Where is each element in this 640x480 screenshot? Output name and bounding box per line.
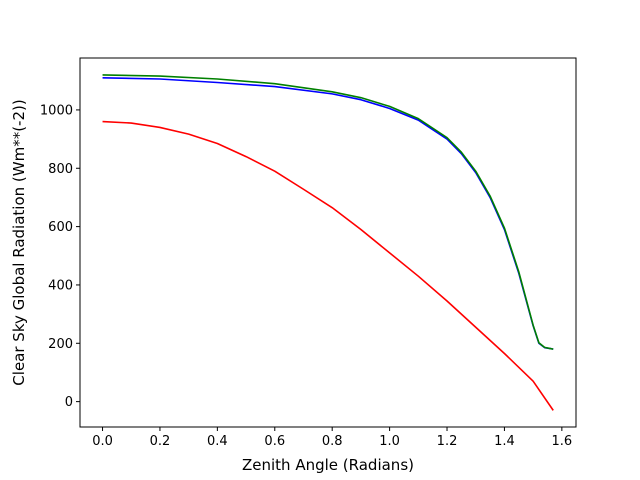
y-axis: 0 200 400 600 800 1000 — [40, 103, 80, 410]
series-line-3 — [102, 74, 554, 350]
x-tick-label: 1.6 — [552, 434, 573, 449]
x-tick-label: 0.0 — [92, 434, 113, 449]
x-tick-label: 0.4 — [207, 434, 228, 449]
x-tick-label: 1.0 — [379, 434, 400, 449]
y-axis-title: Clear Sky Global Radiation (Wm**(-2)) — [10, 99, 28, 385]
y-tick-label: 600 — [48, 220, 73, 235]
y-tick-label: 400 — [48, 278, 73, 293]
y-tick-label: 1000 — [40, 103, 73, 118]
x-tick-label: 1.2 — [437, 434, 458, 449]
y-tick-label: 0 — [65, 395, 73, 410]
x-tick-label: 1.4 — [494, 434, 515, 449]
series-line-1 — [102, 120, 554, 411]
x-axis-title: Zenith Angle (Radians) — [242, 456, 414, 474]
y-tick-label: 800 — [48, 162, 73, 177]
x-tick-label: 0.8 — [322, 434, 343, 449]
x-tick-label: 0.2 — [150, 434, 171, 449]
x-tick-label: 0.6 — [264, 434, 285, 449]
y-tick-label: 200 — [48, 337, 73, 352]
plot-area-frame — [79, 57, 577, 428]
x-axis: 0.0 0.2 0.4 0.6 0.8 1.0 1.2 1.4 1.6 — [92, 427, 572, 449]
series-layer — [102, 74, 554, 411]
